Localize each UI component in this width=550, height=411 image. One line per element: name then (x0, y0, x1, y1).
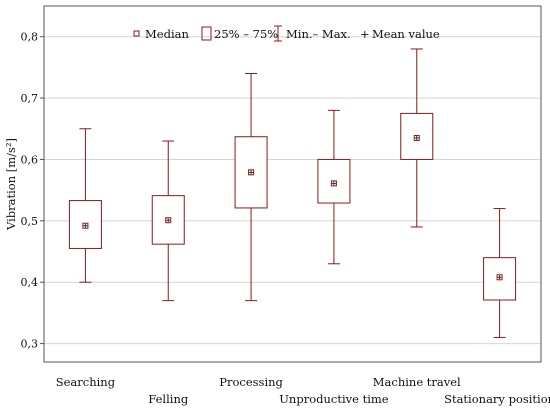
legend-median-icon (133, 30, 140, 37)
category-label: Machine travel (373, 375, 461, 389)
legend-median-label: Median (145, 27, 189, 41)
category-label: Stationary position (444, 392, 550, 406)
plot-frame (43, 5, 542, 363)
median-marker (496, 274, 503, 281)
legend-whisker-icon (274, 25, 282, 42)
y-tick-label: 0,6 (21, 153, 39, 166)
y-tick-label: 0,5 (21, 215, 39, 228)
legend-box-label: 25% – 75% (214, 27, 278, 41)
box-group (68, 128, 102, 283)
y-axis-ticks: 0,3 0,4 0,5 0,6 0,7 0,8 (21, 31, 44, 351)
box-group (234, 73, 268, 302)
y-tick-label: 0,8 (21, 31, 39, 44)
box-group (151, 140, 185, 302)
median-marker (82, 222, 89, 229)
box-group (483, 208, 517, 338)
iqr-box (483, 257, 517, 301)
median-marker (330, 180, 337, 187)
x-axis-labels: Searching Felling Processing Unproductive t… (56, 375, 550, 406)
median-marker (248, 169, 255, 176)
category-label: Processing (219, 375, 283, 389)
median-marker (165, 217, 172, 224)
category-label: Felling (148, 392, 189, 406)
box-group (400, 48, 434, 228)
y-axis-label: Vibration [m/s²] (4, 138, 18, 231)
legend-mean-icon: + (360, 27, 370, 41)
category-label: Searching (56, 375, 116, 389)
category-label: Unproductive time (279, 392, 389, 406)
grid-lines (44, 36, 541, 345)
legend: Median 25% – 75% Min.– Max. + Mean value (133, 25, 440, 42)
y-tick-label: 0,3 (21, 338, 39, 351)
y-tick-label: 0,4 (21, 276, 39, 289)
boxes (68, 48, 517, 338)
y-tick-label: 0,7 (21, 92, 39, 105)
legend-box-icon (201, 26, 212, 41)
median-marker (413, 134, 420, 141)
legend-mean-label: Mean value (372, 27, 440, 41)
box-group (317, 109, 351, 265)
legend-whisker-label: Min.– Max. (286, 27, 351, 41)
